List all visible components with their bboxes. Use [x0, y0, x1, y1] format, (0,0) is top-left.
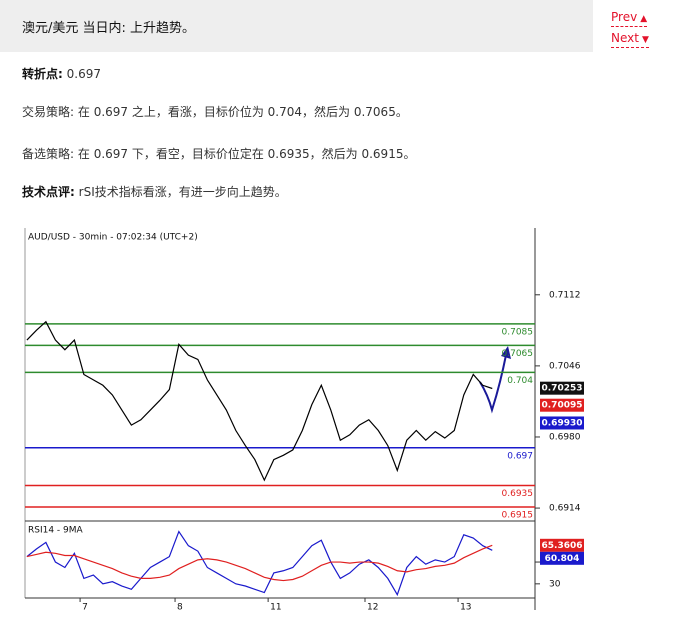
- prev-icon[interactable]: ▲: [640, 14, 648, 24]
- rsi-title: RSI14 - 9MA: [28, 526, 84, 536]
- header: 澳元/美元 当日内: 上升趋势。: [0, 0, 593, 52]
- paragraph: 交易策略: 在 0.697 之上，看涨，目标价位为 0.704，然后为 0.70…: [22, 103, 408, 120]
- paragraph-label: 备选策略:: [22, 147, 75, 161]
- price-tag: [540, 416, 584, 430]
- level-label: 0.6935: [502, 489, 534, 499]
- price-line: [26, 530, 493, 597]
- price-tag-label: 60.804: [545, 554, 580, 564]
- x-tick-label: 13: [460, 603, 471, 613]
- paragraph-text: rSI技术指标看涨，有进一步向上趋势。: [78, 185, 287, 199]
- x-tick-label: 11: [270, 603, 281, 613]
- level-label: 0.697: [507, 451, 533, 461]
- paragraph: 转折点: 0.697: [22, 65, 101, 82]
- paragraph: 技术点评: rSI技术指标看涨，有进一步向上趋势。: [22, 183, 287, 200]
- forecast-arrowhead: [501, 346, 511, 359]
- level-label: 0.7065: [502, 349, 534, 359]
- next-icon[interactable]: ▼: [641, 35, 649, 45]
- next-link[interactable]: Next ▼: [611, 31, 649, 48]
- y-tick-label: 0.7046: [549, 361, 581, 371]
- level-label: 0.704: [507, 376, 533, 386]
- price-tag-label: 0.70253: [542, 384, 583, 394]
- prev-text[interactable]: Prev: [611, 10, 638, 24]
- y-tick-label: 0.6980: [549, 432, 581, 442]
- y-tick-label: 30: [549, 579, 561, 589]
- header-title: 澳元/美元 当日内: 上升趋势。: [22, 21, 196, 36]
- price-tag: [540, 538, 584, 552]
- y-tick-label: 0.7112: [549, 290, 581, 300]
- prev-link[interactable]: Prev ▲: [611, 10, 648, 27]
- paragraph-label: 交易策略:: [22, 105, 75, 119]
- paragraph-text: 在 0.697 下，看空，目标价位定在 0.6935，然后为 0.6915。: [77, 147, 416, 161]
- paragraph-label: 技术点评:: [22, 185, 75, 199]
- price-tag: [540, 551, 584, 565]
- level-label: 0.7085: [502, 327, 534, 337]
- price-tag-label: 0.69930: [542, 418, 583, 428]
- price-line: [26, 544, 493, 582]
- forecast-arrow: [479, 354, 507, 414]
- paragraph-text: 0.697: [66, 67, 101, 81]
- y-tick-label: 50: [549, 558, 561, 568]
- x-tick-label: 12: [367, 603, 378, 613]
- price-tag-label: 65.3606: [542, 541, 583, 551]
- chart-background: [0, 222, 673, 618]
- price-tag-label: 0.70095: [542, 401, 583, 411]
- y-tick-label: 0.6914: [549, 504, 581, 514]
- paragraph-text: 在 0.697 之上，看涨，目标价位为 0.704，然后为 0.7065。: [77, 105, 408, 119]
- paragraph: 备选策略: 在 0.697 下，看空，目标价位定在 0.6935，然后为 0.6…: [22, 145, 415, 162]
- price-tag: [540, 381, 584, 395]
- price-tag: [540, 398, 584, 412]
- level-label: 0.6915: [502, 510, 534, 520]
- x-tick-label: 7: [82, 603, 88, 613]
- price-line: [26, 320, 493, 482]
- x-tick-label: 8: [177, 603, 183, 613]
- chart-title: AUD/USD - 30min - 07:02:34 (UTC+2): [28, 233, 198, 243]
- next-text[interactable]: Next: [611, 31, 639, 45]
- paragraph-label: 转折点:: [22, 67, 63, 81]
